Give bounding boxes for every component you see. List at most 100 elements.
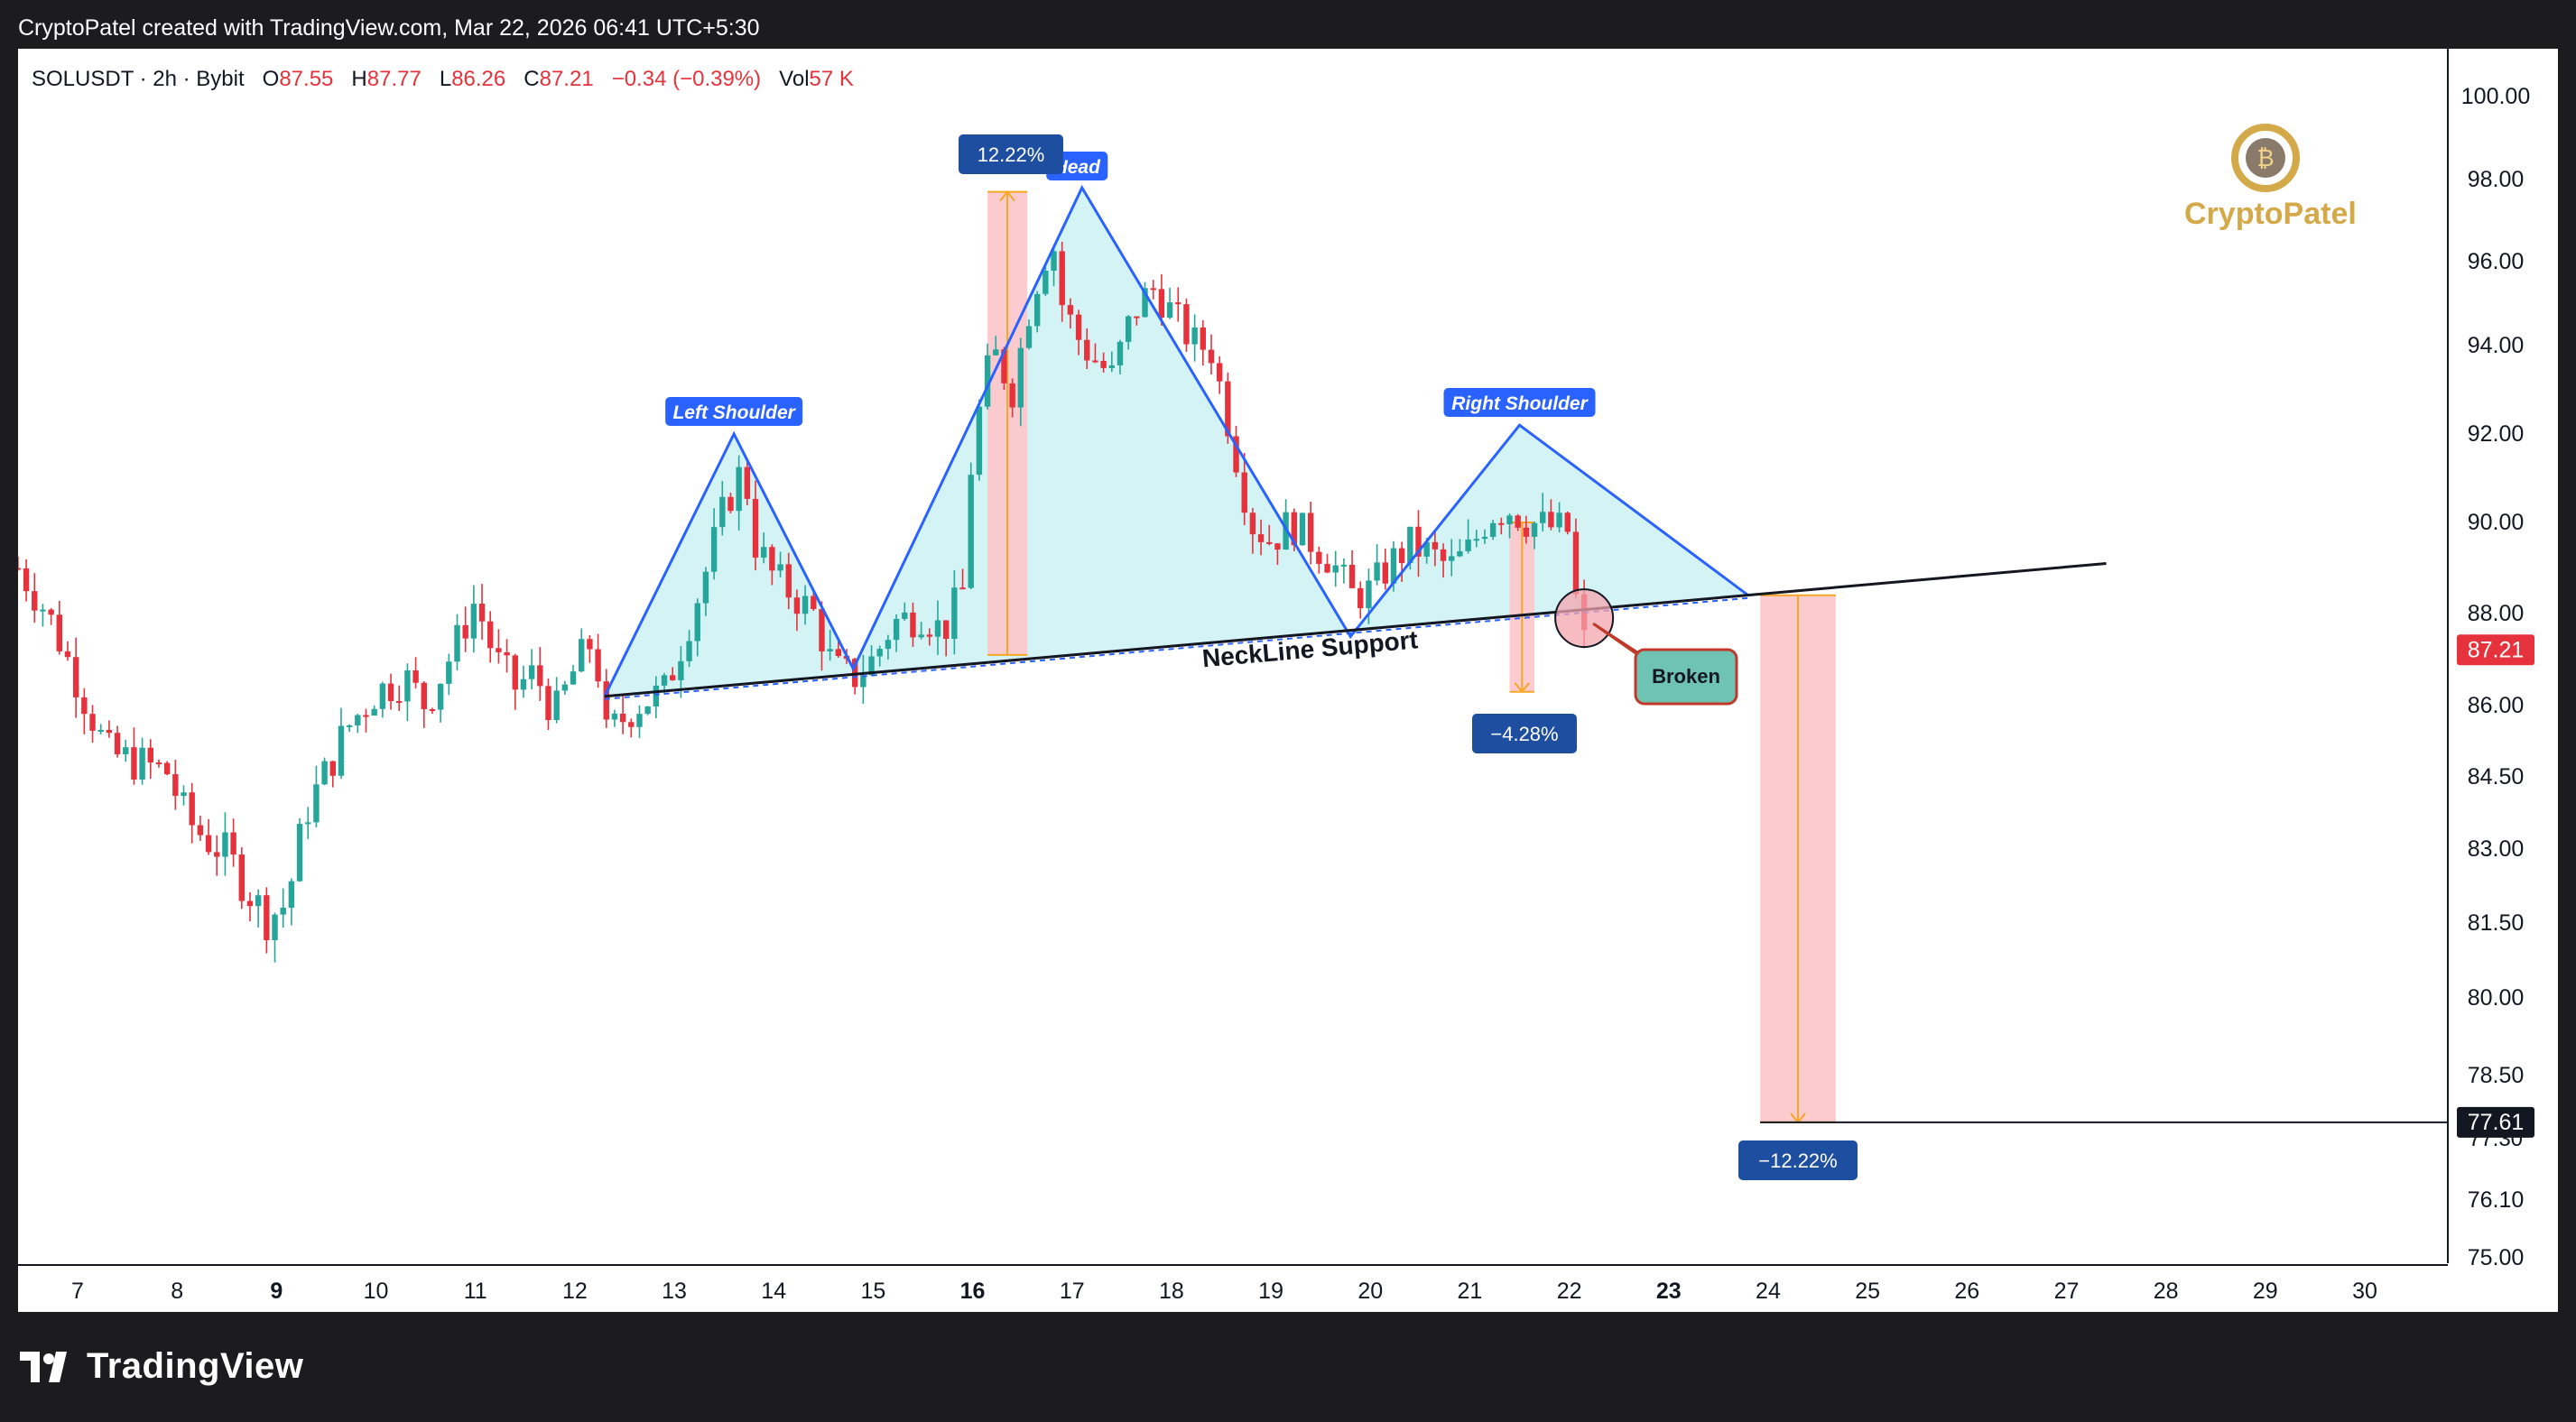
right-shoulder-label-bg <box>1443 388 1596 417</box>
candle-body <box>1374 562 1380 581</box>
symbol-label[interactable]: SOLUSDT · 2h · Bybit <box>32 67 245 91</box>
candle-body <box>1208 349 1215 364</box>
candle-body <box>147 747 153 763</box>
candle-body <box>761 547 767 559</box>
candle-body <box>1340 564 1348 567</box>
candle-body <box>64 651 71 658</box>
candle-body <box>942 620 950 640</box>
candle-body <box>1382 562 1388 584</box>
candle-body <box>910 612 916 638</box>
x-tick-label: 18 <box>1159 1279 1184 1304</box>
candle-body <box>793 597 801 614</box>
candle-body <box>379 683 386 709</box>
candle-body <box>702 571 709 604</box>
candle-body <box>528 665 535 679</box>
head-gain-tag-bg <box>959 134 1063 174</box>
candle-body <box>628 722 635 727</box>
y-tick-label: 94.00 <box>2468 333 2525 358</box>
candle-body <box>1025 326 1033 348</box>
candle-body <box>553 690 560 720</box>
candle-body <box>1398 548 1405 564</box>
candle-body <box>1465 539 1471 551</box>
candle-body <box>355 715 361 725</box>
high-value: 87.77 <box>366 67 422 91</box>
x-tick-label: 21 <box>1458 1279 1483 1304</box>
chart-frame[interactable] <box>18 49 2558 1312</box>
right-shoulder-label: Right Shoulder <box>1451 393 1589 414</box>
candle-body <box>1075 314 1082 340</box>
left-shoulder-label-bg <box>665 397 803 426</box>
candle-body <box>371 708 377 716</box>
candle-body <box>272 914 278 941</box>
x-tick-label: 17 <box>1060 1279 1085 1304</box>
candle-body <box>686 641 692 661</box>
candle-body <box>611 713 618 720</box>
candle-body <box>719 496 726 528</box>
candle-body <box>462 624 468 639</box>
candle-body <box>710 527 718 572</box>
candle-body <box>189 792 195 826</box>
candle-body <box>40 609 46 612</box>
candle-body <box>785 564 792 598</box>
candle-body <box>670 675 676 680</box>
candle-body <box>1473 539 1479 541</box>
candle-body <box>752 498 759 559</box>
candle-body <box>1531 522 1538 537</box>
candle-body <box>1117 341 1124 365</box>
candle-body <box>1067 305 1074 315</box>
candle-body <box>205 835 212 853</box>
candle-body <box>1051 251 1057 272</box>
candle-body <box>1266 541 1273 544</box>
candle-body <box>811 596 817 609</box>
candle-body <box>32 591 38 611</box>
candle-body <box>1572 531 1580 595</box>
candle-body <box>214 852 220 857</box>
candle-body <box>661 675 668 686</box>
left-shoulder-label: Left Shoulder <box>672 402 796 423</box>
candle-body <box>653 685 660 707</box>
candle-body <box>421 682 427 710</box>
candle-body <box>1166 302 1173 319</box>
x-tick-label: 26 <box>1954 1279 1979 1304</box>
candle-body <box>288 881 295 909</box>
candle-body <box>454 624 460 662</box>
x-tick-label: 8 <box>171 1279 183 1304</box>
footer-bar <box>0 1312 2576 1422</box>
x-tick-label: 28 <box>2154 1279 2179 1304</box>
candle-body <box>860 675 866 688</box>
candle-body <box>437 683 444 710</box>
open-value: 87.55 <box>279 67 334 91</box>
target-drop-tag: −12.22% <box>1758 1150 1837 1172</box>
y-tick-label: 75.00 <box>2468 1245 2525 1270</box>
pattern-fill <box>604 188 1748 697</box>
candle-body <box>155 762 162 765</box>
candle-body <box>835 649 842 657</box>
candle-body <box>363 715 369 717</box>
candle-body <box>934 620 941 637</box>
last-price-label: 87.21 <box>2468 637 2525 662</box>
head-gain-tag: 12.22% <box>978 143 1045 166</box>
candle-body <box>172 774 179 797</box>
brand-logo: ₿ <box>2175 117 2356 244</box>
broken-callout-bg <box>1634 648 1738 706</box>
candle-body <box>1142 288 1148 318</box>
tradingview-logo[interactable]: TradingView <box>20 1346 303 1387</box>
candle-body <box>56 614 63 651</box>
candle-body <box>1042 271 1049 294</box>
candle-body <box>1548 512 1554 528</box>
target-drop-tag-bg <box>1738 1140 1858 1180</box>
x-tick-label: 25 <box>1855 1279 1880 1304</box>
candle-body <box>1257 534 1265 542</box>
candle-body <box>744 466 751 499</box>
y-tick-label: 86.00 <box>2468 693 2525 718</box>
candle-body <box>1158 289 1165 319</box>
candle-body <box>478 604 486 622</box>
candle-body <box>197 825 204 836</box>
candle-body <box>1407 526 1413 564</box>
candle-body <box>619 713 626 723</box>
tradingview-icon <box>20 1351 67 1382</box>
top-bar: CryptoPatel created with TradingView.com… <box>0 0 2576 49</box>
candle-body <box>487 621 494 649</box>
candle-body <box>1274 543 1281 550</box>
